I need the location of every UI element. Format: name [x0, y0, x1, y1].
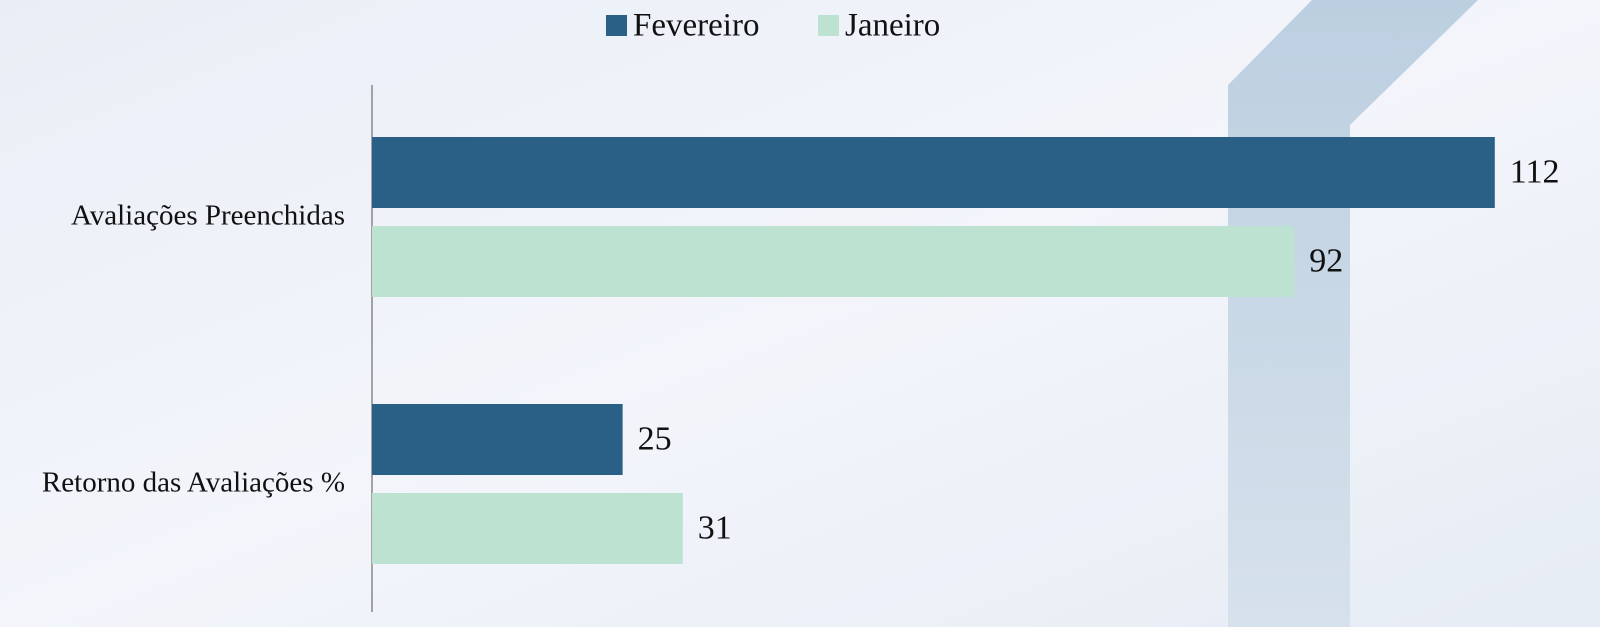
bar	[372, 137, 1495, 208]
legend-swatch	[606, 15, 627, 36]
bar	[372, 404, 623, 475]
legend-label: Janeiro	[845, 8, 940, 44]
bar	[372, 493, 683, 564]
data-label: 112	[1510, 153, 1560, 190]
data-label: 92	[1309, 242, 1343, 279]
category-label: Avaliações Preenchidas	[71, 200, 345, 232]
bar	[372, 226, 1295, 297]
legend-swatch	[818, 15, 839, 36]
category-label: Retorno das Avaliações %	[42, 467, 345, 499]
data-label: 31	[698, 509, 732, 546]
legend-label: Fevereiro	[633, 8, 759, 44]
data-label: 25	[638, 420, 672, 457]
